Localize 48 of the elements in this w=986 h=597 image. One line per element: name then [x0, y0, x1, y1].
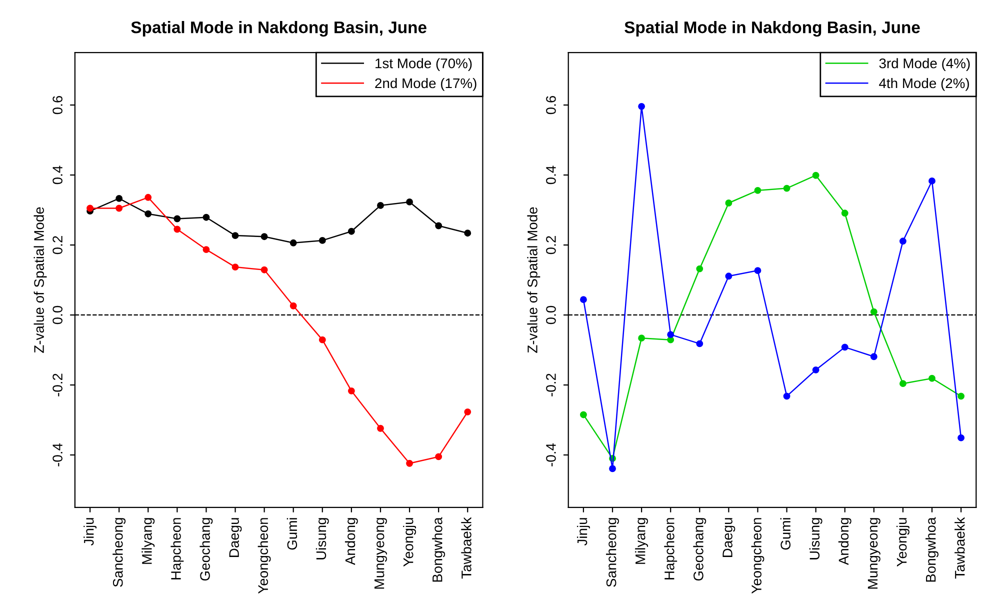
x-tick-label: Yeongcheon — [258, 518, 271, 594]
y-tick-label: -0.4 — [546, 443, 556, 466]
x-tick-label: Daegu — [722, 518, 736, 557]
x-tick-label: Hapcheon — [664, 518, 678, 580]
x-tick-label: Yeongju — [403, 518, 416, 567]
x-tick-label: Tawbaekk — [461, 517, 472, 579]
x-tick-label: Andong — [344, 518, 358, 566]
legend-label: 3rd Mode (4%) — [879, 58, 970, 72]
x-tick-label: Bongwhoa — [926, 517, 938, 582]
x-tick-label: Gumi — [780, 518, 790, 550]
y-tick-label: 0.6 — [52, 96, 62, 114]
x-tick-label: Andong — [838, 518, 852, 566]
x-tick-label: Daegu — [229, 518, 242, 557]
x-tick-label: Sancheong — [606, 518, 619, 587]
x-tick-label: Milyang — [635, 518, 648, 564]
y-tick-label: 0.4 — [546, 166, 556, 184]
y-tick-label: 0.2 — [546, 236, 556, 254]
y-tick-label: -0.2 — [52, 374, 62, 396]
x-tick-label: Jinju — [84, 518, 97, 546]
x-tick-label: Tawbaekk — [954, 517, 965, 579]
chart-title: Spatial Mode in Nakdong Basin, June — [131, 21, 426, 37]
legend-label: 1st Mode (70%) — [376, 58, 472, 72]
x-tick-label: Milyang — [142, 518, 155, 564]
x-tick-label: Sancheong — [112, 518, 126, 587]
y-tick-label: 0.6 — [546, 96, 556, 114]
chart-title: Spatial Mode in Nakdong Basin, June — [624, 21, 920, 37]
x-tick-label: Hapcheon — [170, 518, 184, 580]
x-tick-label: Yeongju — [896, 518, 910, 567]
legend-label: 2nd Mode (17%) — [375, 78, 476, 91]
y-tick-label: -0.4 — [52, 443, 62, 466]
x-tick-label: Mungyeong — [374, 518, 387, 589]
y-tick-label: 0.0 — [52, 306, 62, 324]
x-tick-label: Geochang — [200, 518, 213, 581]
y-tick-label: -0.2 — [546, 374, 556, 396]
legend-label: 4th Mode (2%) — [879, 78, 969, 91]
y-axis-title: Z-value of Spatial Mode — [34, 207, 47, 353]
x-tick-label: Yeongcheon — [751, 518, 764, 594]
y-tick-label: 0.4 — [52, 166, 62, 184]
x-tick-label: Bongwhoa — [432, 517, 446, 582]
x-tick-label: Geochang — [693, 518, 706, 581]
x-tick-label: Uisung — [809, 518, 822, 560]
y-axis-title: Z-value of Spatial Mode — [527, 207, 540, 353]
x-tick-label: Mungyeong — [868, 518, 880, 589]
y-tick-label: 0.2 — [52, 236, 62, 254]
y-tick-label: 0.0 — [546, 306, 556, 324]
x-tick-label: Uisung — [316, 518, 329, 560]
x-tick-label: Gumi — [286, 518, 298, 550]
x-tick-label: Jinju — [576, 518, 590, 546]
